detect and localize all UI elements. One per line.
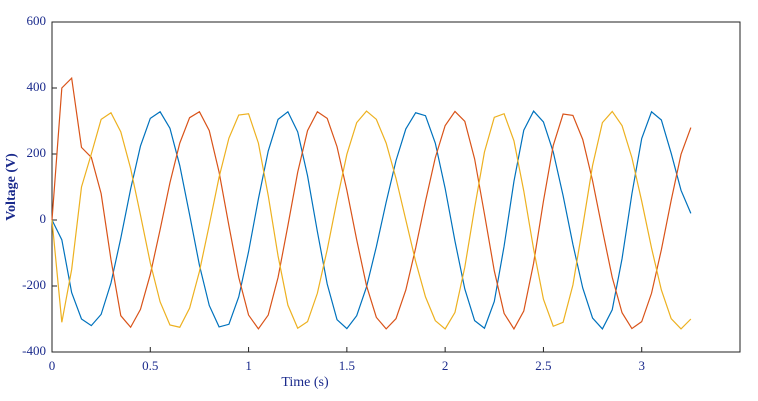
- voltage-line: [51, 76, 692, 331]
- y-tick-label: -400: [22, 343, 46, 358]
- x-axis-label: Time (s): [281, 375, 329, 390]
- voltage-line: [51, 110, 692, 330]
- x-tick-label: 2.5: [535, 358, 551, 373]
- plot-frame: [51, 21, 741, 353]
- x-tick-label: 3: [638, 358, 645, 373]
- x-tick-label: 1.5: [339, 358, 355, 373]
- y-axis-label: Voltage (V): [4, 153, 19, 221]
- y-tick-label: 200: [27, 145, 47, 160]
- y-tick-label: 600: [27, 13, 47, 28]
- y-tick-label: 0: [40, 211, 47, 226]
- voltage-line: [51, 110, 692, 330]
- x-tick-label: 0.5: [142, 358, 158, 373]
- x-tick-label: 1: [245, 358, 252, 373]
- x-tick-label: 2: [442, 358, 449, 373]
- x-tick-label: 0: [49, 358, 56, 373]
- y-tick-label: 400: [27, 79, 47, 94]
- y-tick-label: -200: [22, 277, 46, 292]
